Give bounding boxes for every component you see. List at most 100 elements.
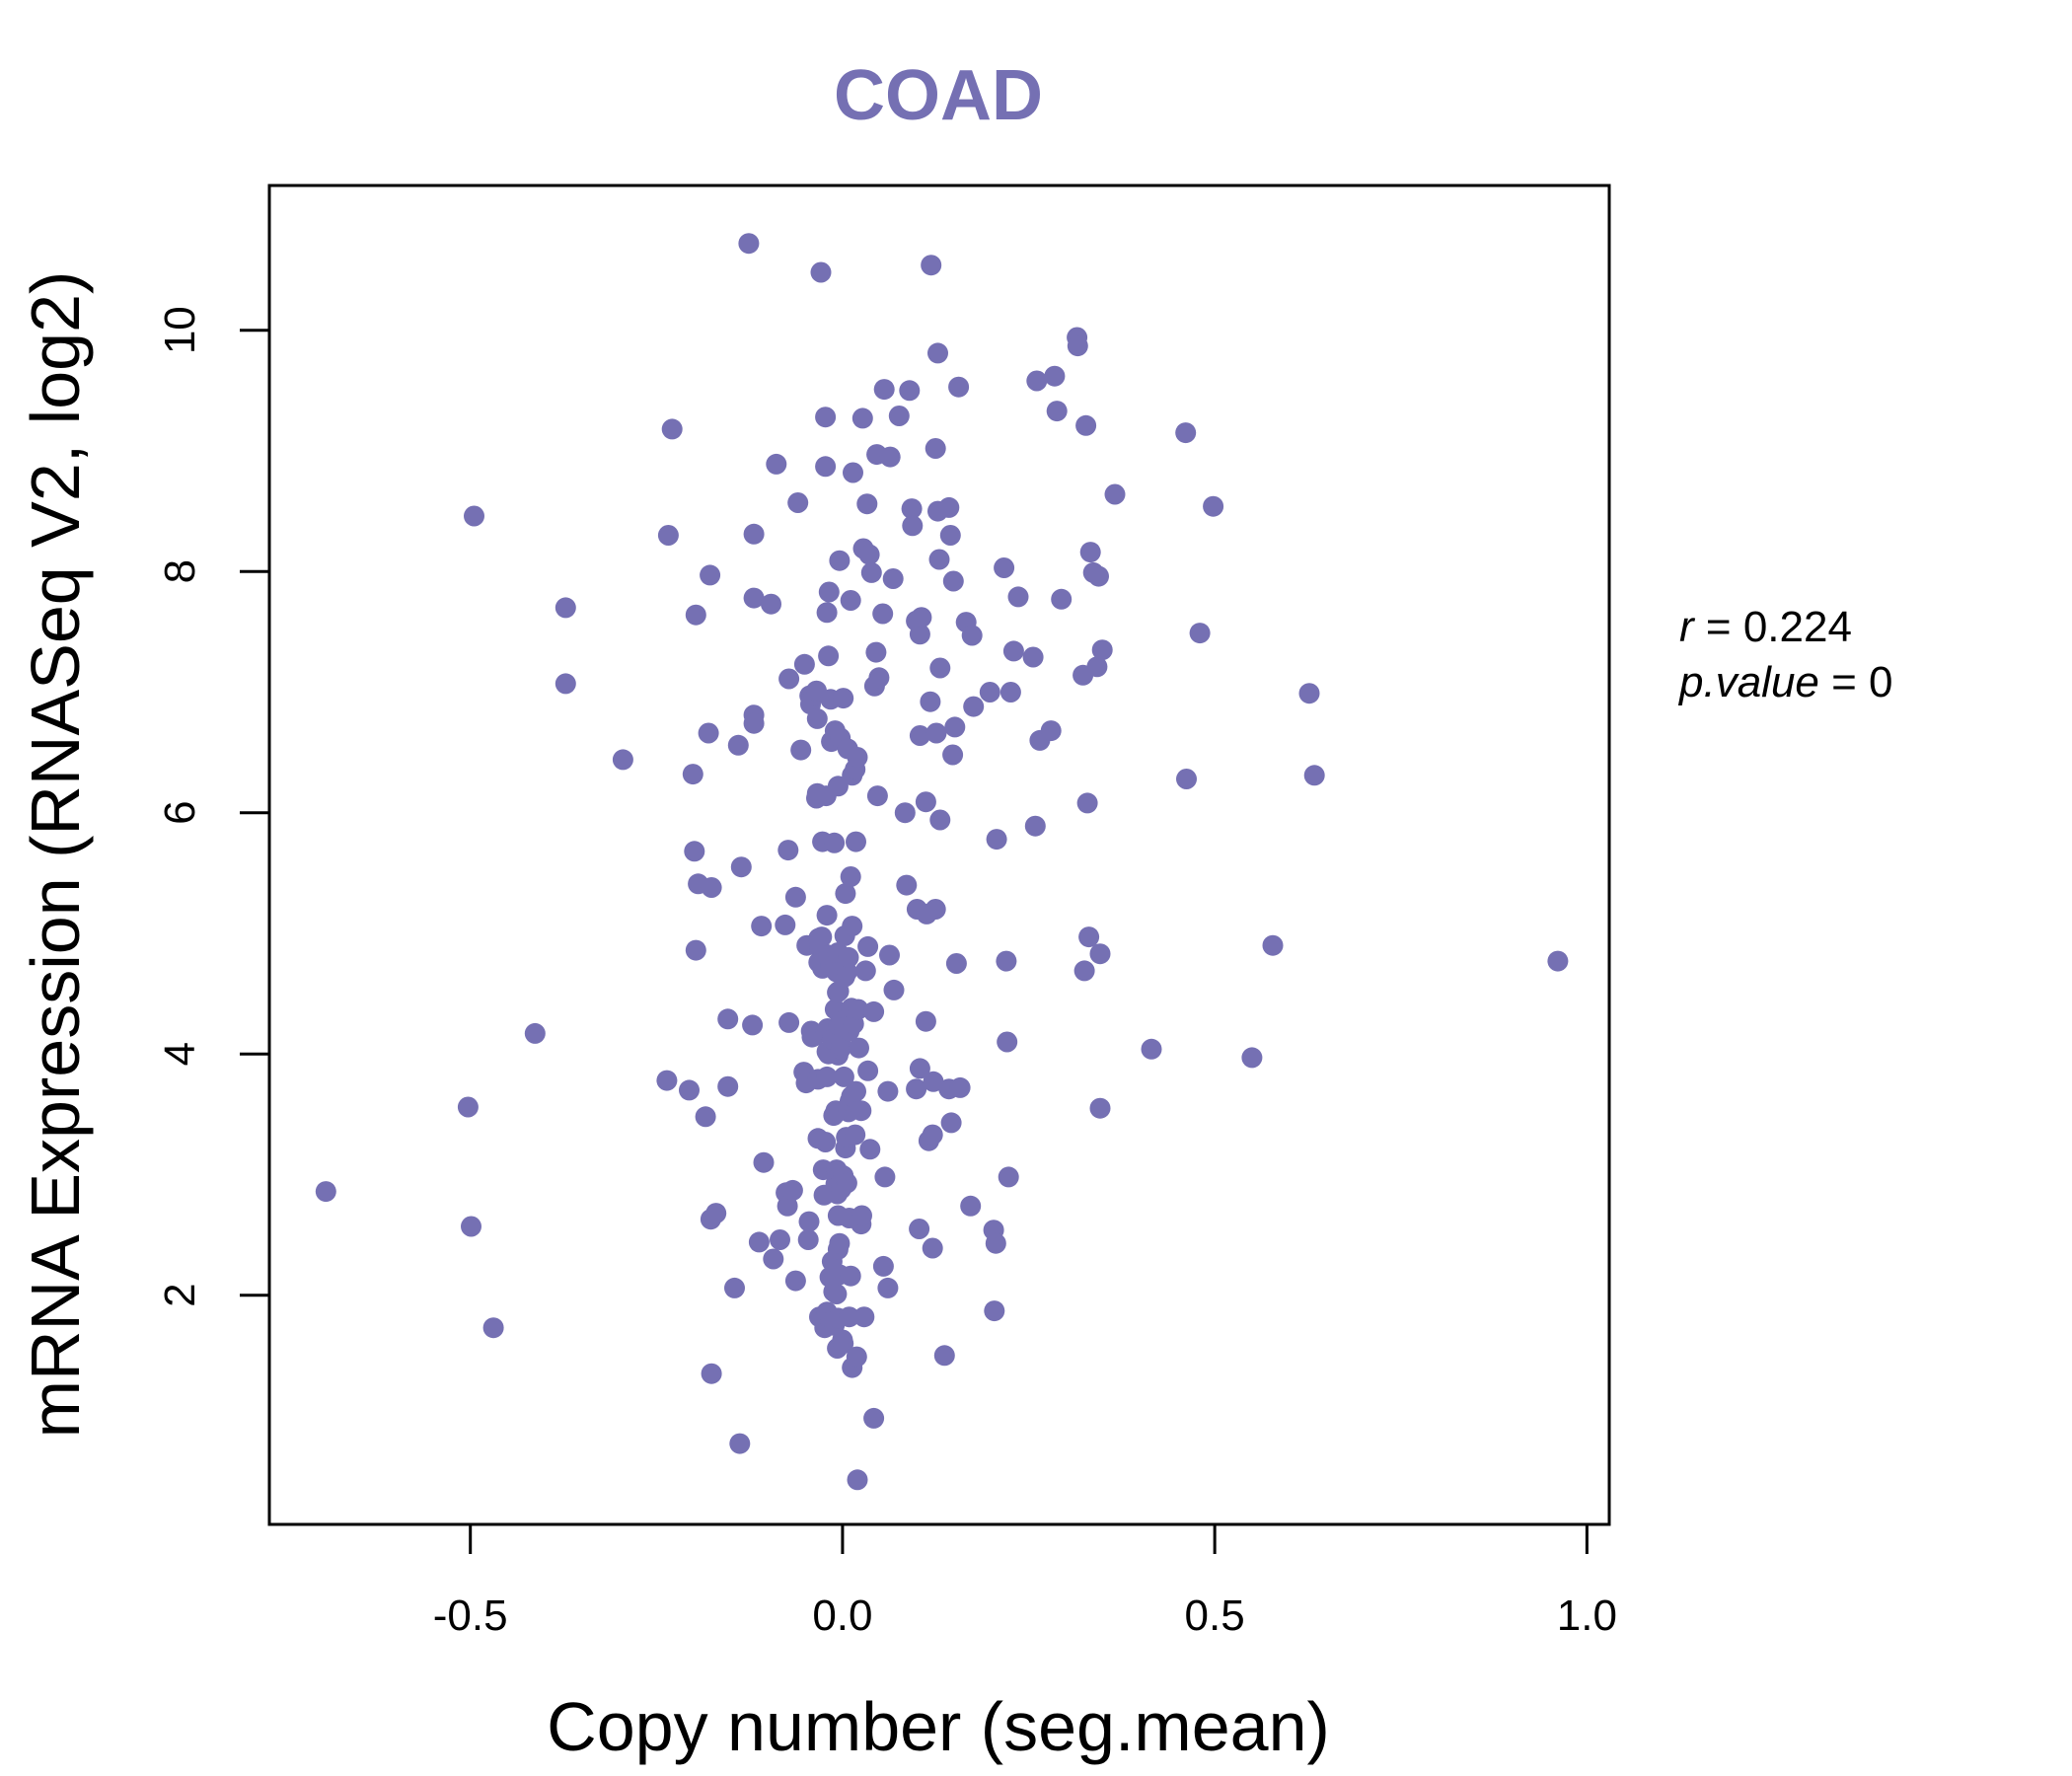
data-point <box>925 899 946 920</box>
data-point <box>940 1112 962 1134</box>
data-point <box>695 1106 716 1128</box>
data-point <box>920 691 941 712</box>
y-axis: 2 4 6 8 10 <box>156 306 269 1307</box>
data-point <box>879 446 901 468</box>
data-point <box>743 587 765 609</box>
data-point <box>863 1000 885 1022</box>
data-point <box>1022 646 1044 668</box>
y-tick-label: 4 <box>156 1042 204 1066</box>
data-point <box>679 1079 700 1101</box>
data-point <box>457 1096 479 1118</box>
data-point <box>909 1058 930 1079</box>
data-point <box>1241 1047 1263 1069</box>
data-point <box>698 722 719 744</box>
data-point <box>853 1306 875 1328</box>
r-value: 0.224 <box>1743 603 1852 651</box>
x-axis: -0.5 0.0 0.5 1.0 <box>433 1524 1617 1640</box>
data-point <box>461 1216 481 1237</box>
data-point <box>840 1265 861 1287</box>
data-point <box>818 581 840 603</box>
data-point <box>827 776 849 797</box>
data-point <box>1024 815 1046 837</box>
y-axis-label: mRNA Expression (RNASeq V2, log2) <box>17 271 94 1439</box>
data-point <box>815 456 837 478</box>
data-point <box>784 886 806 908</box>
data-point <box>835 883 856 905</box>
data-point <box>882 568 904 589</box>
data-point <box>770 1229 790 1250</box>
data-point <box>1051 588 1073 610</box>
data-point <box>833 688 854 709</box>
data-point <box>826 1284 848 1304</box>
data-point <box>856 493 878 515</box>
data-point <box>1176 769 1197 789</box>
data-point <box>846 831 866 852</box>
data-point <box>888 406 910 426</box>
data-point <box>929 809 951 831</box>
data-point <box>866 785 888 807</box>
data-point <box>979 682 1000 703</box>
data-point <box>842 916 863 937</box>
data-point <box>816 1066 838 1087</box>
data-point <box>933 1345 955 1367</box>
data-point <box>846 1346 867 1368</box>
p-symbol: p.value <box>1677 658 1819 706</box>
data-point <box>1075 414 1097 436</box>
data-point <box>784 1270 806 1292</box>
correlation-stat: r = 0.224 <box>1679 603 1852 651</box>
data-point <box>555 597 576 619</box>
x-tick-label: 0.5 <box>1185 1591 1245 1640</box>
data-point <box>846 1080 866 1102</box>
data-point <box>851 1100 872 1122</box>
data-point <box>848 999 869 1020</box>
data-point <box>1262 934 1284 956</box>
data-point <box>1044 365 1066 387</box>
plot-frame <box>267 184 1611 1526</box>
x-axis-label: Copy number (seg.mean) <box>547 1688 1330 1765</box>
data-point <box>810 261 832 283</box>
data-point <box>738 233 760 255</box>
data-point <box>1079 542 1101 563</box>
data-point <box>963 696 985 717</box>
data-point <box>902 515 924 537</box>
data-point <box>815 1132 837 1152</box>
data-point <box>657 525 679 546</box>
data-point <box>743 523 765 545</box>
data-point <box>896 874 918 896</box>
data-point <box>1189 623 1211 644</box>
data-point <box>705 1203 727 1224</box>
data-point <box>849 1037 869 1059</box>
data-point <box>829 550 851 571</box>
data-point <box>1046 401 1068 422</box>
data-point <box>464 505 484 527</box>
data-point <box>843 462 863 483</box>
data-point <box>851 1205 872 1226</box>
data-point <box>944 716 966 738</box>
data-point <box>928 549 950 570</box>
data-point <box>729 1433 751 1454</box>
x-tick-label: 0.0 <box>812 1591 872 1640</box>
data-point <box>1089 943 1111 965</box>
data-point <box>781 1179 803 1201</box>
data-point <box>717 1075 739 1097</box>
data-point <box>847 1469 868 1491</box>
data-point <box>1067 335 1088 357</box>
data-point <box>851 407 873 429</box>
y-tick-label: 2 <box>156 1283 204 1306</box>
points-layer <box>315 233 1569 1491</box>
data-point <box>906 1078 927 1100</box>
data-point <box>790 739 812 761</box>
data-point <box>899 380 921 402</box>
data-point <box>1040 720 1062 742</box>
data-point <box>909 725 930 746</box>
data-point <box>1141 1038 1162 1060</box>
data-point <box>986 829 1007 851</box>
data-point <box>925 722 947 744</box>
data-point <box>840 590 861 611</box>
y-tick-label: 10 <box>156 306 204 354</box>
data-point <box>994 557 1015 578</box>
data-point <box>833 1333 854 1355</box>
data-point <box>1026 370 1048 392</box>
data-point <box>909 624 930 645</box>
